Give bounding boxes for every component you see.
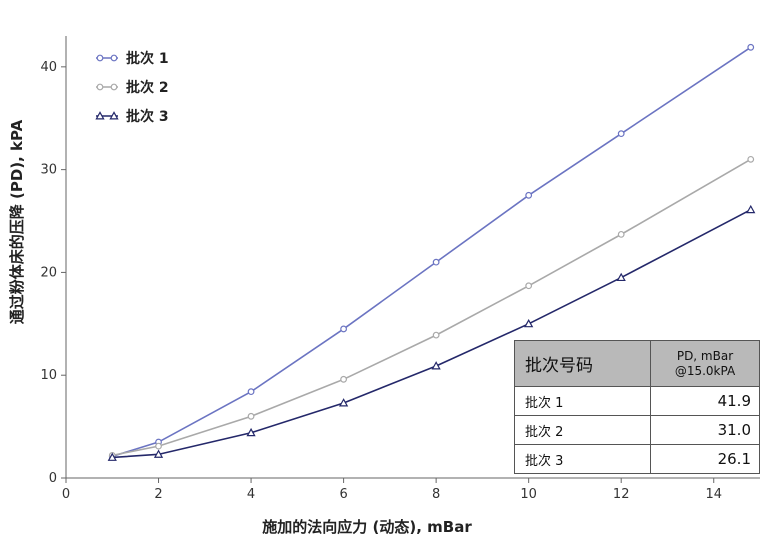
legend-marker (95, 111, 105, 120)
legend-label: 批次 2 (126, 79, 169, 96)
x-tick-label: 8 (432, 487, 440, 502)
x-tick-label: 2 (154, 487, 162, 502)
x-tick-label: 4 (247, 487, 255, 502)
legend-marker (96, 83, 104, 91)
x-tick-label: 14 (705, 487, 722, 502)
data-point (747, 43, 755, 51)
y-tick-label: 20 (40, 265, 57, 280)
y-axis-title: 通过粉体床的压降 (PD), kPA (8, 119, 26, 324)
data-point (338, 398, 349, 407)
legend-marker (110, 54, 118, 62)
summary-table: 批次号码 PD, mBar @15.0kPA 批次 1 41.9 批次 2 31… (514, 340, 760, 474)
y-tick-label: 10 (40, 368, 57, 383)
data-point (524, 318, 534, 328)
y-tick-label: 40 (40, 60, 57, 75)
x-tick-label: 10 (520, 487, 537, 502)
summary-table-header-row: 批次号码 PD, mBar @15.0kPA (514, 340, 760, 387)
data-point (247, 412, 255, 420)
legend-label: 批次 1 (126, 50, 169, 67)
data-point (340, 375, 348, 383)
data-point (432, 258, 440, 266)
y-tick-label: 0 (49, 471, 57, 486)
data-point (525, 191, 533, 199)
data-point (155, 442, 162, 450)
row-batch-label: 批次 3 (514, 444, 651, 474)
data-point (525, 282, 533, 290)
legend-label: 批次 3 (126, 108, 169, 125)
x-tick-label: 12 (613, 487, 630, 502)
header-pd-line1: PD, mBar (676, 348, 734, 363)
series-line-2 (112, 158, 752, 457)
row-batch-label: 批次 1 (514, 386, 651, 416)
table-row: 批次 1 41.9 (514, 386, 760, 416)
x-tick-label: 0 (62, 487, 70, 502)
data-point (747, 155, 755, 163)
legend-marker (110, 83, 118, 91)
data-point (617, 130, 625, 138)
row-batch-label: 批次 2 (514, 415, 651, 445)
row-pd-value: 26.1 (650, 444, 760, 474)
data-point (432, 331, 440, 339)
table-row: 批次 3 26.1 (514, 444, 760, 474)
data-point (153, 449, 164, 458)
header-batch-number: 批次号码 (514, 340, 651, 387)
x-tick-label: 6 (339, 487, 347, 502)
header-pd: PD, mBar @15.0kPA (650, 340, 760, 387)
data-point (340, 325, 348, 333)
row-pd-value: 31.0 (650, 415, 760, 445)
plot-area: 0 2 4 6 8 10 12 14 0 10 20 30 40 (40, 36, 760, 502)
data-point (746, 204, 756, 214)
table-row: 批次 2 31.0 (514, 415, 760, 445)
header-pd-line2: @15.0kPA (674, 363, 736, 378)
row-pd-value: 41.9 (650, 386, 760, 416)
series-line-3 (112, 209, 752, 459)
data-point (246, 427, 256, 437)
data-point (107, 452, 117, 461)
data-point (617, 230, 625, 238)
series-line-1 (112, 46, 752, 458)
y-tick-label: 30 (40, 163, 57, 178)
data-point (247, 388, 255, 396)
legend: 批次 1 批次 2 批次 3 (95, 50, 169, 125)
legend-marker (109, 111, 119, 120)
data-point (616, 272, 626, 282)
x-axis-title: 施加的法向应力 (动态), mBar (262, 518, 472, 536)
data-point (431, 361, 441, 370)
legend-marker (96, 54, 104, 62)
